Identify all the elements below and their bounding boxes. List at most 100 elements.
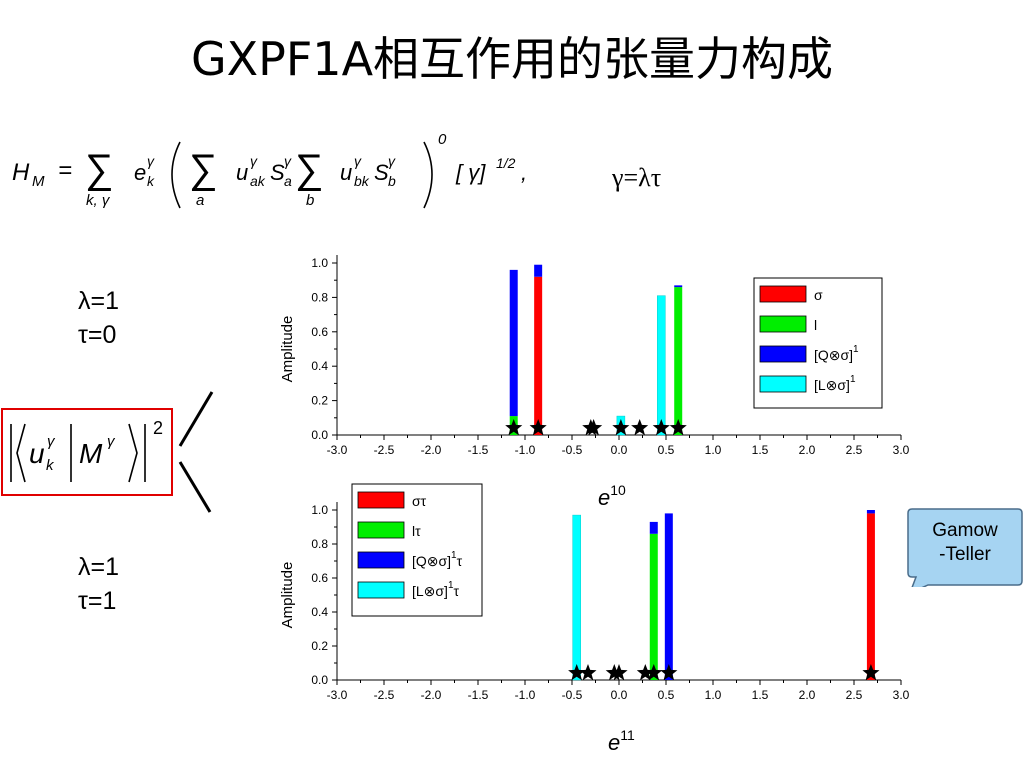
x-tick-label: -1.5: [468, 443, 489, 457]
matrix-M: M: [79, 438, 103, 469]
y-axis-label: Amplitude: [279, 316, 296, 383]
legend-swatch-blue: [759, 345, 807, 363]
formula-e: e: [134, 160, 146, 185]
paren-left: [171, 141, 181, 209]
x-tick-label: 2.5: [846, 688, 863, 702]
chart-e10: -3.0 -2.5 -2.0 -1.5 -1.0 -0.5 0.0 0.5 1.0 1.5 2.0 2…: [279, 255, 910, 510]
bar-segment-blue: [649, 521, 658, 534]
sum-symbol-1: ∑: [84, 147, 113, 191]
y-tick-label: 0.2: [311, 394, 328, 408]
legend-swatch-green: [759, 315, 807, 333]
formula-s-a: S: [270, 160, 285, 185]
y-tick-label: 0.0: [311, 673, 328, 687]
x-tick-label: -0.5: [562, 688, 583, 702]
sum-symbol-2: ∑: [188, 147, 217, 191]
callout-text: Gamow -Teller: [908, 519, 1022, 567]
page-title: GXPF1A相互作用的张量力构成: [190, 32, 834, 86]
state-star-marker: [669, 419, 687, 436]
x-tick-label: 1.5: [752, 688, 769, 702]
bar-segment-red: [534, 276, 543, 435]
tau-bottom: τ=1: [78, 587, 117, 615]
legend-swatch-green: [357, 521, 405, 539]
y-tick-label: 0.6: [311, 325, 328, 339]
formula-half: 1/2: [496, 155, 516, 171]
arrow-top: [178, 391, 214, 447]
x-tick-label: -3.0: [327, 688, 348, 702]
state-star-marker: [660, 664, 678, 681]
lambda-top: λ=1: [78, 287, 120, 315]
formula-u-b-sub: bk: [354, 173, 370, 189]
y-axis-label: Amplitude: [279, 562, 296, 629]
arrow-bottom: [178, 461, 212, 513]
sum-symbol-3: ∑: [294, 147, 323, 191]
matrix-u-sup: γ: [47, 433, 56, 450]
x-tick-label: 0.5: [658, 688, 675, 702]
legend-label: l: [814, 317, 817, 333]
matrix-element-formula: u γ k M γ 2: [10, 418, 163, 483]
x-tick-label: -1.5: [468, 688, 489, 702]
formula-s-a-sub: a: [284, 173, 292, 189]
state-star-marker: [505, 419, 523, 436]
legend-swatch-cyan: [357, 581, 405, 599]
state-star-marker: [636, 664, 654, 681]
x-tick-label: 3.0: [893, 688, 910, 702]
angle-right: [128, 423, 138, 483]
x-tick-label: 1.5: [752, 443, 769, 457]
state-star-marker: [631, 419, 649, 436]
params-bottom: λ=1 τ=1: [78, 550, 119, 618]
bar-segment-blue: [534, 264, 543, 277]
paren-right: [423, 141, 433, 209]
x-axis-label: e10: [598, 482, 626, 510]
legend-label: [L⊗σ]1: [814, 374, 856, 393]
bar-segment-cyan: [572, 514, 581, 681]
x-tick-label: -1.0: [515, 688, 536, 702]
formula-e-sub: k: [147, 173, 155, 189]
formula-s-a-sup: γ: [284, 153, 292, 169]
legend-label: σ: [814, 287, 823, 303]
y-tick-label: 0.4: [311, 359, 328, 373]
state-star-marker: [585, 419, 603, 436]
x-tick-label: 1.0: [705, 443, 722, 457]
formula-s-b-sub: b: [388, 173, 396, 189]
x-axis-label: e11: [608, 727, 635, 755]
lambda-bottom: λ=1: [78, 553, 120, 581]
formula-bracket: [ γ]: [455, 160, 486, 185]
legend-label: [L⊗σ]1τ: [412, 580, 460, 599]
chart-e11: -3.0 -2.5 -2.0 -1.5 -1.0 -0.5 0.0 0.5 1.0 1.5 2.0 2…: [279, 483, 910, 755]
y-tick-label: 1.0: [311, 503, 328, 517]
formula-u-a-sup: γ: [250, 153, 258, 169]
state-star-marker: [645, 664, 663, 681]
x-tick-label: -1.0: [515, 443, 536, 457]
state-star-marker: [652, 419, 670, 436]
x-tick-label: -0.5: [562, 443, 583, 457]
y-tick-label: 0.4: [311, 605, 328, 619]
hamiltonian-formula: H M = ∑ k, γ e γ k ∑ a u γ ak S γ a ∑ b …: [12, 131, 527, 209]
matrix-power: 2: [153, 418, 163, 438]
bar-segment-blue: [664, 513, 673, 680]
formula-u-b-sup: γ: [354, 153, 362, 169]
formula-u-b: u: [340, 160, 352, 185]
formula-s-b-sup: γ: [388, 153, 396, 169]
state-star-marker: [862, 664, 880, 681]
y-tick-label: 1.0: [311, 256, 328, 270]
bar-segment-blue: [866, 510, 875, 514]
legend-swatch-cyan: [759, 375, 807, 393]
y-tick-label: 0.8: [311, 537, 328, 551]
formula-e-sup: γ: [147, 153, 155, 169]
formula-comma: ,: [521, 160, 527, 185]
x-tick-label: -3.0: [327, 443, 348, 457]
bar-segment-red: [866, 513, 875, 680]
gamma-definition: γ=λτ: [612, 163, 662, 192]
x-tick-label: -2.5: [374, 443, 395, 457]
x-tick-label: 0.0: [611, 688, 628, 702]
x-tick-label: 3.0: [893, 443, 910, 457]
x-tick-label: -2.5: [374, 688, 395, 702]
y-tick-label: 0.6: [311, 571, 328, 585]
x-tick-label: 0.5: [658, 443, 675, 457]
bar-segment-green: [649, 533, 658, 680]
state-star-marker: [612, 419, 630, 436]
bar-segment-green: [674, 287, 683, 435]
formula-lhs-sub: M: [32, 173, 45, 190]
bar-segment-cyan: [657, 295, 666, 436]
